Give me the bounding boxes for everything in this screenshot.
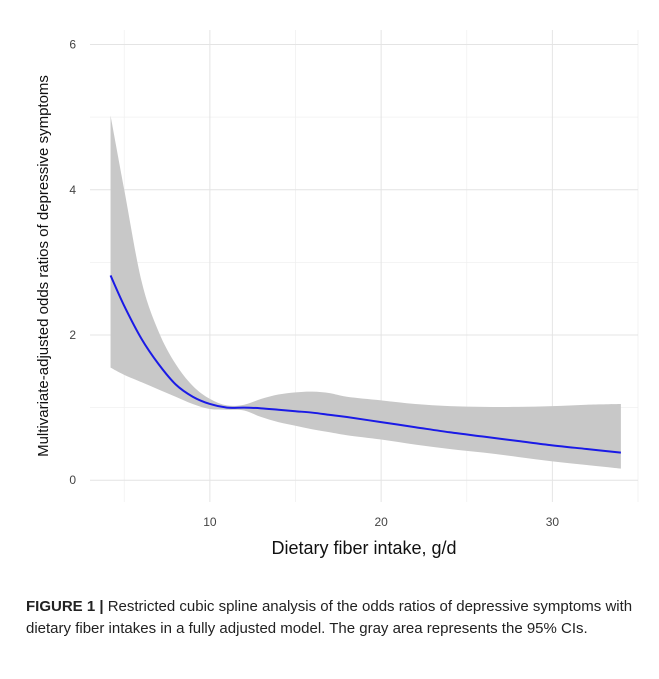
spline-chart: 10 20 30 0 2 4 6 Dietary fiber intake, g/d Mul… — [35, 30, 639, 558]
series-line — [109, 275, 621, 454]
x-tick-label: 20 — [374, 515, 388, 529]
confidence-band-95 — [110, 115, 621, 469]
figure-caption-label: FIGURE 1 | — [26, 598, 104, 615]
figure-frame: 10 20 30 0 2 4 6 Dietary fiber intake, g/d Mul… — [8, 8, 659, 679]
y-tick-label: 0 — [69, 473, 76, 487]
figure-caption-text: Restricted cubic spline analysis of the … — [26, 598, 633, 637]
confidence-band-layer — [110, 115, 621, 469]
y-tick-label: 2 — [69, 328, 76, 342]
figure-caption: FIGURE 1 | Restricted cubic spline analy… — [26, 596, 646, 640]
y-tick-label: 4 — [69, 183, 76, 197]
x-axis-title: Dietary fiber intake, g/d — [271, 538, 456, 558]
y-tick-label: 6 — [69, 38, 76, 52]
series-line-layer — [109, 275, 621, 454]
x-tick-label: 30 — [546, 515, 560, 529]
y-axis-title: Multivariate-adjusted odds ratios of dep… — [35, 75, 52, 457]
tick-label-layer: 10 20 30 0 2 4 6 — [69, 38, 559, 529]
x-tick-label: 10 — [203, 515, 217, 529]
